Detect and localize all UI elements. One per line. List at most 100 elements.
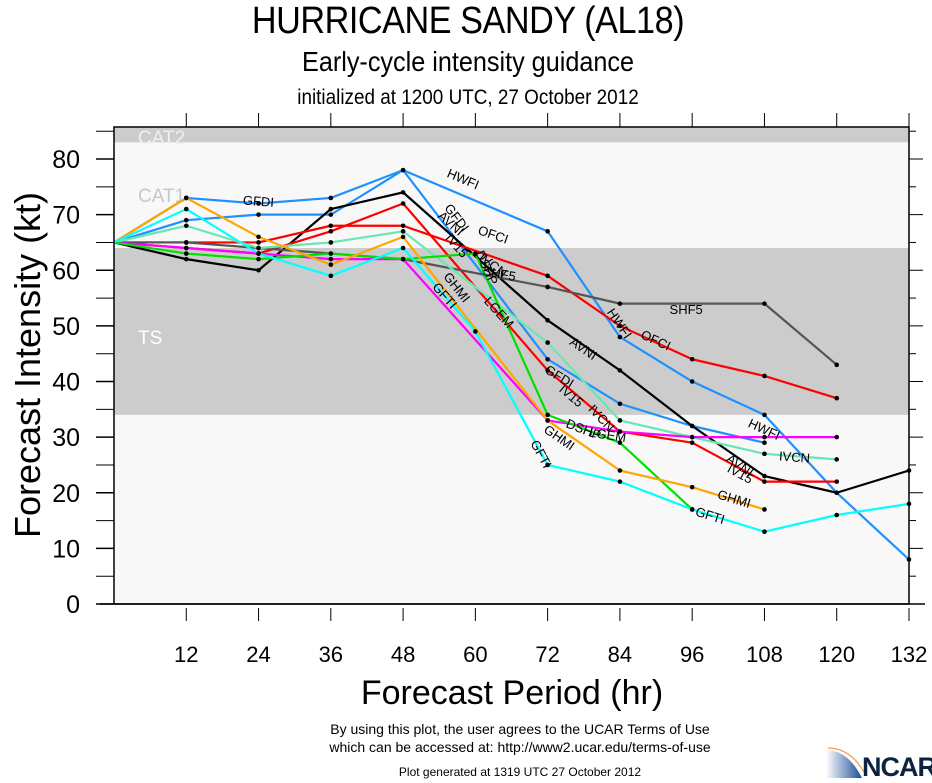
x-tick-label: 108: [746, 642, 783, 667]
data-point-avni: [256, 267, 261, 273]
data-point-ghmi: [256, 234, 261, 240]
data-point-gfdi: [762, 440, 767, 445]
data-point-dshp: [545, 412, 550, 418]
series-line-ofci: [114, 224, 838, 400]
data-point-lgem: [689, 434, 695, 440]
data-point-ghmi: [617, 468, 623, 473]
data-point-ofci: [328, 223, 334, 229]
series-label-lgem: LGEM: [588, 425, 627, 445]
data-point-ghmi: [689, 484, 695, 490]
data-point-ofci: [617, 323, 623, 329]
data-point-ofci: [834, 395, 840, 401]
data-point-lgem: [617, 429, 623, 434]
series-group: [113, 167, 912, 562]
series-label-shf5: SHF5: [670, 302, 703, 317]
data-point-ghmi: [328, 262, 334, 267]
data-point-shf5: [545, 284, 550, 290]
data-point-gfti: [834, 512, 840, 518]
terms-line-2[interactable]: which can be accessed at: http://www2.uc…: [329, 739, 711, 755]
data-point-ivcn: [256, 245, 261, 251]
data-point-gfti: [183, 206, 189, 212]
series-label-shf5: SHF5: [482, 263, 517, 284]
x-tick-label: 60: [463, 642, 487, 667]
data-point-dshp: [473, 251, 478, 256]
data-point-gfti: [473, 329, 478, 334]
data-point-ivcn: [400, 229, 406, 234]
series-line-gfti: [113, 207, 910, 533]
y-tick-label: 30: [52, 424, 80, 452]
data-point-ivcn: [617, 418, 623, 423]
data-point-avni: [400, 190, 406, 195]
data-point-iv15: [545, 368, 550, 373]
data-point-iv15: [328, 229, 334, 234]
data-point-dshp: [400, 256, 406, 262]
y-tick-label: 40: [52, 369, 80, 397]
y-tick-label: 0: [66, 591, 80, 619]
data-point-avni: [689, 423, 695, 429]
data-point-lgem: [834, 434, 840, 440]
y-tick-label: 80: [52, 146, 80, 174]
data-point-dshp: [617, 440, 623, 445]
ncar-logo-text: NCAR: [862, 752, 932, 782]
data-point-ofci: [762, 373, 767, 379]
x-tick-label: 72: [535, 642, 559, 667]
band-label-cat2: CAT2: [138, 128, 185, 149]
data-point-shf5: [617, 301, 623, 306]
data-point-lgem: [762, 434, 767, 440]
data-point-shf5: [183, 240, 189, 245]
series-label-gfdi: GFDI: [242, 193, 274, 210]
series-label-ivcn: IVCN: [778, 448, 810, 465]
data-point-dshp: [183, 251, 189, 256]
data-point-gfti: [762, 529, 767, 534]
data-point-iv15: [689, 440, 695, 445]
data-point-gfti: [617, 479, 623, 484]
x-tick-label: 120: [818, 642, 855, 667]
data-point-lgem: [183, 245, 189, 251]
y-tick-label: 10: [52, 535, 80, 563]
data-point-ivcn: [545, 340, 550, 345]
data-point-ofci: [545, 273, 550, 279]
data-point-hwfi: [328, 212, 334, 217]
x-tick-label: 12: [174, 642, 198, 667]
chart-title: HURRICANE SANDY (AL18): [251, 0, 685, 42]
intensity-bands: TS CAT1 CAT2: [114, 127, 909, 604]
axes: 12 24 36 48 60 72 84 96 108 120 132 0 10 20 30 40 50 60 70…: [52, 113, 927, 667]
data-point-gfdi: [617, 401, 623, 407]
data-point-hwfi: [762, 412, 767, 418]
data-point-avni: [545, 318, 550, 323]
y-tick-label: 50: [52, 313, 80, 341]
y-tick-label: 60: [52, 257, 80, 285]
x-tick-label: 132: [891, 642, 928, 667]
data-point-iv15: [400, 201, 406, 206]
chart-init-time: initialized at 1200 UTC, 27 October 2012: [297, 86, 639, 109]
data-point-ivcn: [834, 457, 840, 462]
series-line-ivcn: [113, 224, 837, 461]
data-point-ofci: [256, 240, 261, 245]
data-point-avni: [834, 490, 840, 496]
data-point-gfti: [256, 251, 261, 256]
data-point-gfdi: [400, 167, 406, 173]
data-point-ghmi: [400, 234, 406, 240]
data-point-ivcn: [762, 451, 767, 457]
data-point-dshp: [328, 251, 334, 256]
band-label-ts: TS: [138, 328, 162, 349]
data-point-gfdi: [328, 195, 334, 201]
data-point-dshp: [256, 256, 261, 262]
data-point-hwfi: [617, 334, 623, 340]
data-point-avni: [183, 256, 189, 262]
data-point-ghmi: [762, 507, 767, 512]
data-point-gfti: [328, 273, 334, 279]
data-point-hwfi: [256, 212, 261, 217]
data-point-iv15: [762, 479, 767, 484]
data-point-gfti: [400, 245, 406, 251]
series-line-shf5: [114, 241, 838, 366]
data-point-ivcn: [328, 240, 334, 245]
data-point-iv15: [834, 479, 840, 484]
band-label-cat1: CAT1: [138, 186, 185, 207]
x-axis-label: Forecast Period (hr): [361, 674, 663, 712]
data-point-avni: [328, 206, 334, 212]
data-point-gfti: [545, 462, 550, 468]
data-point-shf5: [834, 362, 840, 368]
y-tick-label: 70: [52, 202, 80, 230]
